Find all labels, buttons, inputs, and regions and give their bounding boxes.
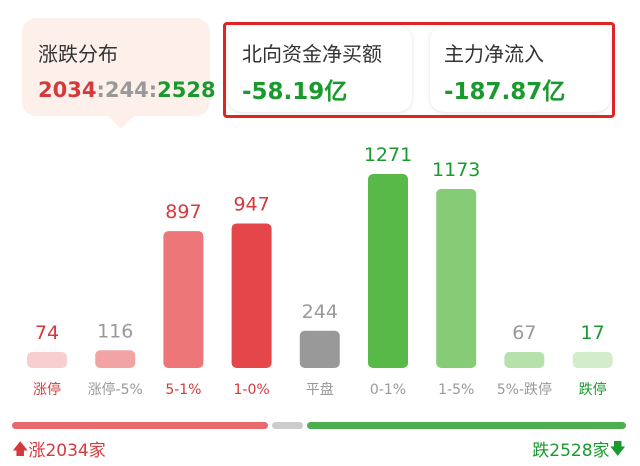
bar-value-label-3: 947 bbox=[233, 193, 269, 215]
bar-3 bbox=[231, 223, 272, 368]
arrow-up-icon: 🡅 bbox=[12, 438, 29, 458]
bar-1 bbox=[95, 350, 136, 368]
category-label-3: 1-0% bbox=[234, 382, 270, 398]
bar-value-label-2: 897 bbox=[165, 201, 201, 223]
bar-6 bbox=[436, 188, 477, 368]
down-count: 2528 bbox=[157, 78, 216, 102]
category-label-5: 0-1% bbox=[370, 382, 406, 398]
down-summary: 跌2528家 🡇 bbox=[532, 436, 626, 461]
ratio-sep-2: : bbox=[148, 78, 158, 102]
down-ratio-bar bbox=[307, 422, 626, 429]
bar-value-label-1: 116 bbox=[97, 320, 133, 342]
bar-8 bbox=[572, 352, 613, 368]
category-label-7: 5%-跌停 bbox=[497, 381, 552, 398]
up-ratio-bar bbox=[12, 422, 269, 429]
bar-value-label-4: 244 bbox=[302, 301, 338, 323]
bar-value-label-5: 1271 bbox=[364, 144, 412, 166]
bar-value-label-0: 74 bbox=[35, 322, 59, 344]
arrow-down-icon: 🡇 bbox=[609, 438, 626, 458]
category-label-1: 涨停-5% bbox=[88, 381, 143, 398]
main-flow-value: -187.87亿 bbox=[444, 79, 566, 105]
distribution-ratio: 2034:244:2528 bbox=[38, 78, 216, 102]
ratio-sep-1: : bbox=[96, 78, 105, 102]
bar-value-label-8: 17 bbox=[581, 322, 605, 344]
bar-5 bbox=[368, 174, 408, 368]
northbound-label: 北向资金净买额 bbox=[242, 42, 382, 66]
category-label-0: 涨停 bbox=[33, 381, 61, 398]
category-label-8: 跌停 bbox=[579, 381, 607, 398]
up-count: 2034 bbox=[38, 78, 97, 102]
up-summary: 🡅 涨2034家 bbox=[12, 436, 106, 461]
bar-2 bbox=[163, 231, 204, 368]
flat-count: 244 bbox=[104, 78, 149, 102]
distribution-card[interactable]: 涨跌分布 2034:244:2528 bbox=[22, 18, 216, 129]
flat-ratio-bar bbox=[272, 422, 304, 429]
bar-7 bbox=[504, 352, 545, 368]
up-summary-label: 涨2034家 bbox=[28, 441, 106, 461]
main-flow-card[interactable]: 主力净流入 -187.87亿 bbox=[430, 26, 610, 112]
bar-4 bbox=[299, 330, 340, 368]
capital-flow-highlight bbox=[223, 22, 615, 118]
distribution-bar-chart: 74 涨停 116 涨停-5% 897 5-1% 947 1-0% 244 平盘 1271 0-1% 1… bbox=[27, 144, 613, 398]
distribution-title: 涨跌分布 bbox=[38, 42, 118, 66]
bar-0 bbox=[27, 352, 67, 368]
northbound-value: -58.19亿 bbox=[242, 79, 348, 105]
bar-value-label-7: 67 bbox=[512, 322, 536, 344]
category-label-6: 1-5% bbox=[438, 382, 474, 398]
category-label-4: 平盘 bbox=[306, 381, 334, 398]
main-flow-label: 主力净流入 bbox=[444, 42, 544, 66]
northbound-card[interactable]: 北向资金净买额 -58.19亿 bbox=[228, 26, 412, 112]
bar-value-label-6: 1173 bbox=[432, 159, 480, 181]
down-summary-label: 跌2528家 bbox=[532, 441, 610, 461]
category-label-2: 5-1% bbox=[165, 382, 201, 398]
